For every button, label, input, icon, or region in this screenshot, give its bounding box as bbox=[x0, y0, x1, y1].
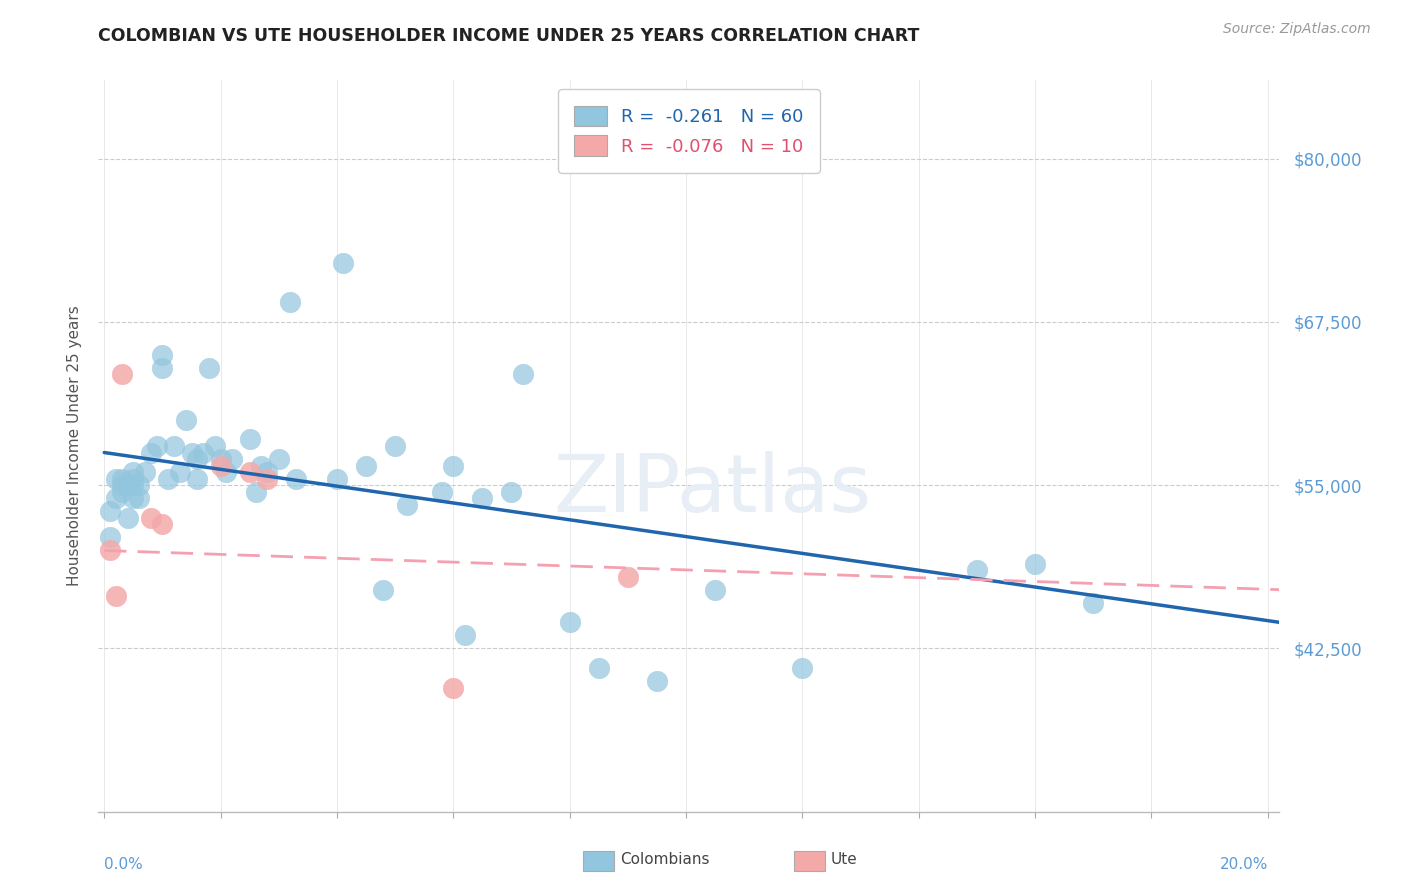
Point bbox=[373, 582, 395, 597]
Point bbox=[617, 569, 640, 583]
Point bbox=[117, 478, 139, 492]
Point bbox=[326, 472, 349, 486]
Point bbox=[169, 465, 191, 479]
Point bbox=[122, 491, 145, 506]
Point bbox=[441, 681, 464, 695]
Point bbox=[145, 439, 167, 453]
Point bbox=[256, 472, 278, 486]
Point bbox=[204, 439, 226, 453]
Point bbox=[221, 452, 243, 467]
Point bbox=[285, 472, 308, 486]
Point bbox=[792, 661, 814, 675]
Point bbox=[1083, 596, 1105, 610]
Point bbox=[198, 360, 221, 375]
Point bbox=[441, 458, 464, 473]
Point bbox=[332, 256, 354, 270]
Point bbox=[239, 433, 262, 447]
Point bbox=[98, 530, 121, 544]
Point bbox=[128, 491, 150, 506]
Point bbox=[558, 615, 581, 630]
Point bbox=[152, 360, 174, 375]
Point bbox=[111, 478, 134, 492]
Point bbox=[256, 465, 278, 479]
Point bbox=[117, 511, 139, 525]
Point bbox=[215, 465, 238, 479]
Point bbox=[186, 452, 208, 467]
Text: 20.0%: 20.0% bbox=[1219, 857, 1268, 872]
Point bbox=[104, 491, 127, 506]
Point bbox=[98, 504, 121, 518]
Point bbox=[280, 295, 302, 310]
Point bbox=[966, 563, 988, 577]
Point bbox=[104, 589, 127, 603]
Text: Colombians: Colombians bbox=[620, 853, 710, 867]
Point bbox=[128, 478, 150, 492]
Point bbox=[104, 472, 127, 486]
Point bbox=[152, 348, 174, 362]
Point bbox=[134, 465, 156, 479]
Text: Source: ZipAtlas.com: Source: ZipAtlas.com bbox=[1223, 22, 1371, 37]
Text: 0.0%: 0.0% bbox=[104, 857, 143, 872]
Point bbox=[163, 439, 186, 453]
Point bbox=[430, 484, 453, 499]
Point bbox=[250, 458, 273, 473]
Point bbox=[512, 367, 534, 381]
Text: COLOMBIAN VS UTE HOUSEHOLDER INCOME UNDER 25 YEARS CORRELATION CHART: COLOMBIAN VS UTE HOUSEHOLDER INCOME UNDE… bbox=[98, 27, 920, 45]
Point bbox=[454, 628, 477, 642]
Point bbox=[588, 661, 610, 675]
Point bbox=[354, 458, 377, 473]
Point bbox=[501, 484, 523, 499]
Point bbox=[139, 511, 162, 525]
Text: ZIPatlas: ZIPatlas bbox=[554, 450, 872, 529]
Point bbox=[645, 674, 668, 689]
Point bbox=[267, 452, 290, 467]
Point bbox=[111, 484, 134, 499]
Point bbox=[122, 478, 145, 492]
Y-axis label: Householder Income Under 25 years: Householder Income Under 25 years bbox=[66, 306, 82, 586]
Text: Ute: Ute bbox=[831, 853, 858, 867]
Point bbox=[471, 491, 494, 506]
Point bbox=[186, 472, 208, 486]
Point bbox=[152, 517, 174, 532]
Point bbox=[174, 413, 197, 427]
Point bbox=[191, 445, 214, 459]
Point bbox=[122, 465, 145, 479]
Point bbox=[111, 472, 134, 486]
Point bbox=[209, 458, 232, 473]
Legend: R =  -0.261   N = 60, R =  -0.076   N = 10: R = -0.261 N = 60, R = -0.076 N = 10 bbox=[558, 89, 820, 172]
Point bbox=[245, 484, 267, 499]
Point bbox=[180, 445, 202, 459]
Point bbox=[139, 445, 162, 459]
Point bbox=[98, 543, 121, 558]
Point bbox=[384, 439, 406, 453]
Point bbox=[1024, 557, 1046, 571]
Point bbox=[704, 582, 727, 597]
Point bbox=[395, 498, 418, 512]
Point bbox=[239, 465, 262, 479]
Point bbox=[157, 472, 180, 486]
Point bbox=[111, 367, 134, 381]
Point bbox=[209, 452, 232, 467]
Point bbox=[122, 472, 145, 486]
